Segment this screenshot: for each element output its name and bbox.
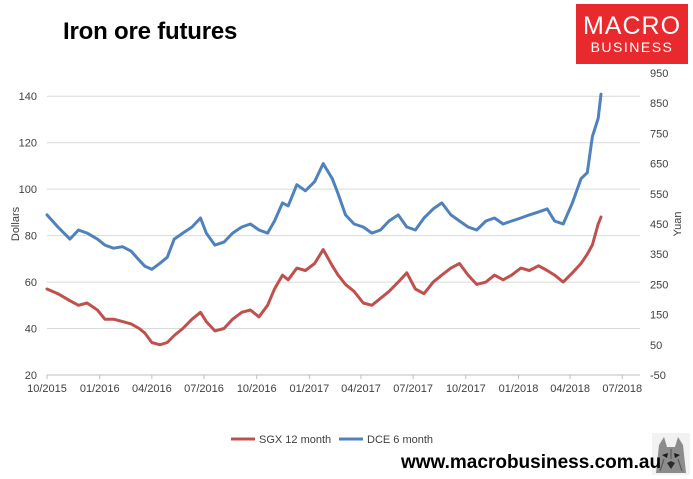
x-tick-label: 10/2015: [27, 383, 67, 395]
y-tick-label: 100: [19, 184, 37, 196]
y2-tick-label: 550: [650, 189, 668, 201]
legend-label: DCE 6 month: [367, 434, 433, 446]
y2-tick-label: 50: [650, 340, 662, 352]
x-tick-label: 07/2016: [184, 383, 224, 395]
legend: SGX 12 month DCE 6 month: [231, 434, 433, 446]
x-tick-label: 07/2017: [393, 383, 433, 395]
y2-tick-label: 750: [650, 128, 668, 140]
y-tick-label: 60: [25, 277, 37, 289]
y2-tick-label: 350: [650, 249, 668, 261]
logo-line-2: BUSINESS: [590, 39, 674, 55]
website-url[interactable]: www.macrobusiness.com.au: [401, 452, 662, 473]
y2-tick-label: 850: [650, 98, 668, 110]
wolf-icon: [652, 433, 690, 475]
x-tick-label: 01/2018: [499, 383, 539, 395]
x-tick-label: 04/2016: [132, 383, 172, 395]
series-line-sgx-12-month: [45, 215, 603, 347]
y-axis-label: Dollars: [10, 206, 22, 241]
y2-tick-label: 150: [650, 310, 668, 322]
x-tick-label: 04/2017: [341, 383, 381, 395]
y-tick-label: 80: [25, 231, 37, 243]
x-tick-label: 04/2018: [550, 383, 590, 395]
y2-tick-label: 650: [650, 159, 668, 171]
x-tick-label: 01/2017: [290, 383, 330, 395]
y-tick-label: 20: [25, 370, 37, 382]
y2-tick-label: 450: [650, 219, 668, 231]
chart-title: Iron ore futures: [63, 18, 238, 45]
series-lines: [45, 92, 603, 347]
x-tick-label: 07/2018: [602, 383, 642, 395]
legend-label: SGX 12 month: [259, 434, 331, 446]
x-tick-label: 10/2016: [237, 383, 277, 395]
gridlines: [47, 95, 640, 376]
axes: 20 40 60 80 100 120 140 -50 50 150 250 350 450 550 650…: [10, 68, 684, 395]
x-tick-label: 10/2017: [446, 383, 486, 395]
y2-tick-label: 250: [650, 279, 668, 291]
y-tick-label: 120: [19, 138, 37, 150]
x-tick-label: 01/2016: [80, 383, 120, 395]
y-tick-label: 40: [25, 324, 37, 336]
y2-tick-label: -50: [650, 370, 666, 382]
macrobusiness-logo[interactable]: MACRO BUSINESS: [576, 4, 688, 64]
y2-tick-label: 950: [650, 68, 668, 80]
y2-axis-label: Yuan: [672, 211, 684, 236]
series-line-dce-6-month: [45, 92, 603, 271]
logo-line-1: MACRO: [582, 12, 682, 40]
y-tick-label: 140: [19, 91, 37, 103]
